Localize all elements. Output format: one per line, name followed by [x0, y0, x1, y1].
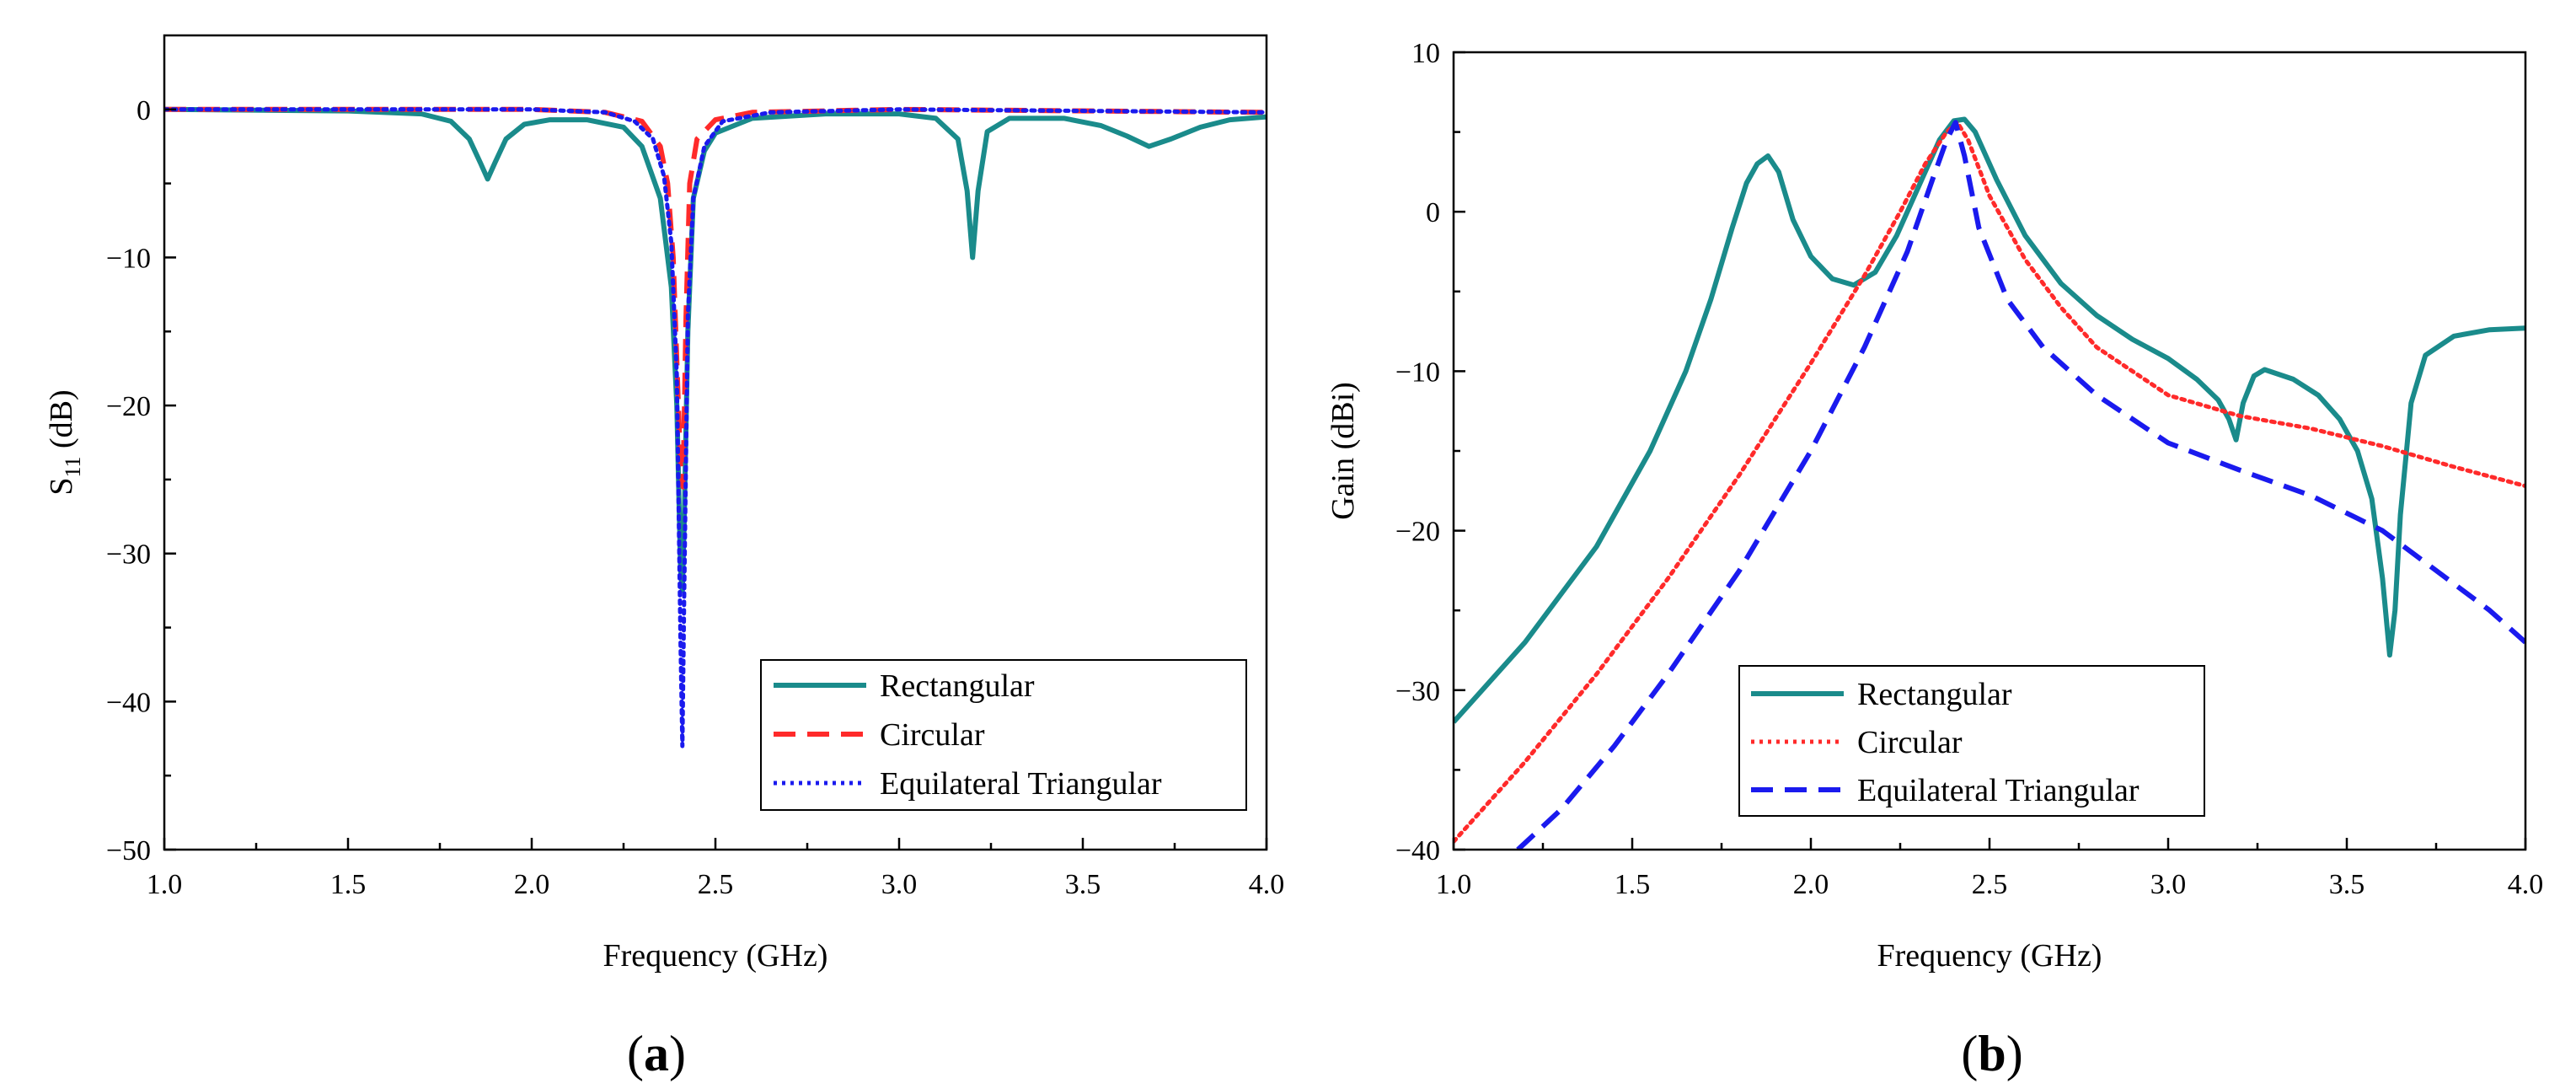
- chart-b-x-tick-label: 3.5: [2329, 869, 2365, 900]
- chart-b: 1.0 1.5 2.0 2.5 3.0 3.5 4.0 10 0 −10 −20 −30 −40 Fre…: [1325, 38, 2543, 1081]
- chart-a-panel-label-letter: a: [644, 1026, 669, 1081]
- chart-b-ticks: [1452, 51, 2527, 851]
- chart-b-legend: Rectangular Circular Equilateral Triangu…: [1738, 665, 2205, 817]
- chart-b-series-rectangular: [1454, 116, 2525, 724]
- chart-b-panel-label: (b): [1961, 1026, 2022, 1081]
- chart-a-panel-label-close: ): [669, 1026, 686, 1081]
- chart-a-x-tick-label: 2.5: [698, 869, 734, 900]
- chart-a-legend: Rectangular Circular Equilateral Triangu…: [760, 659, 1247, 811]
- chart-b-tick-labels: 1.0 1.5 2.0 2.5 3.0 3.5 4.0 10 0 −10 −20 −30 −40: [1395, 38, 2543, 900]
- chart-a-series-layer: [164, 106, 1267, 748]
- chart-a-ylabel: S11 (dB): [44, 389, 85, 495]
- chart-b-y-tick-label: −10: [1395, 357, 1440, 388]
- chart-a-x-tick-label: 3.5: [1065, 869, 1101, 900]
- chart-a-y-tick-label: −50: [106, 835, 151, 866]
- chart-a-ylabel-unit: (dB): [44, 389, 79, 456]
- chart-a-y-tick-label: −20: [106, 391, 151, 422]
- chart-b-legend-box: [1738, 665, 2205, 817]
- chart-b-panel-label-letter: b: [1978, 1026, 2006, 1081]
- chart-a-series-rectangular: [164, 106, 1267, 593]
- chart-a-panel-label: (a): [627, 1026, 686, 1081]
- chart-a-legend-label-rectangular: Rectangular: [880, 668, 1035, 704]
- chart-b-x-tick-label: 1.0: [1436, 869, 1472, 900]
- chart-b-x-tick-label: 1.5: [1615, 869, 1651, 900]
- chart-b-series-equilateral-triangular: [1516, 120, 2525, 850]
- chart-b-xlabel: Frequency (GHz): [1877, 938, 2102, 974]
- chart-b-panel-label-open: (: [1961, 1026, 1978, 1081]
- chart-b-y-tick-label: 10: [1411, 38, 1440, 69]
- chart-b-series-circular: [1454, 120, 2525, 844]
- chart-b-x-tick-label: 3.0: [2150, 869, 2187, 900]
- chart-a-y-tick-label: −10: [106, 243, 151, 274]
- chart-b-series-layer: [1454, 116, 2525, 850]
- chart-b-y-tick-label: −40: [1395, 835, 1440, 866]
- chart-b-x-tick-label: 4.0: [2508, 869, 2544, 900]
- chart-a-y-tick-label: 0: [137, 95, 151, 126]
- chart-a-ylabel-sub: 11: [61, 456, 85, 477]
- chart-a-tick-labels: 1.0 1.5 2.0 2.5 3.0 3.5 4.0 0 −10 −20 −30 −40 −50: [106, 95, 1284, 900]
- chart-a-ylabel-main: S: [44, 478, 79, 496]
- chart-b-y-tick-label: −30: [1395, 676, 1440, 707]
- chart-a-legend-label-triangular: Equilateral Triangular: [880, 766, 1162, 802]
- chart-a-x-tick-label: 3.0: [881, 869, 918, 900]
- chart-b-panel-label-close: ): [2006, 1026, 2023, 1081]
- chart-a-ticks: [163, 108, 1268, 851]
- chart-a-legend-label-circular: Circular: [880, 717, 985, 753]
- chart-a-series-circular: [164, 106, 1267, 490]
- chart-a-x-tick-label: 4.0: [1249, 869, 1285, 900]
- chart-a-panel-label-open: (: [627, 1026, 644, 1081]
- chart-b-ylabel: Gain (dBi): [1325, 382, 1361, 520]
- chart-b-legend-label-circular: Circular: [1857, 725, 1963, 760]
- chart-a: 1.0 1.5 2.0 2.5 3.0 3.5 4.0 0 −10 −20 −30 −40 −50 Fr…: [44, 34, 1284, 1081]
- chart-a-x-tick-label: 2.0: [514, 869, 550, 900]
- chart-a-xlabel: Frequency (GHz): [603, 938, 828, 974]
- chart-b-legend-label-rectangular: Rectangular: [1857, 677, 2012, 712]
- chart-a-y-tick-label: −30: [106, 539, 151, 571]
- chart-b-legend-label-triangular: Equilateral Triangular: [1857, 773, 2140, 808]
- chart-b-x-tick-label: 2.5: [1972, 869, 2008, 900]
- chart-a-y-tick-label: −40: [106, 687, 151, 718]
- chart-a-series-equilateral-triangular: [164, 107, 1267, 748]
- chart-a-x-tick-label: 1.0: [147, 869, 183, 900]
- chart-b-x-tick-label: 2.0: [1793, 869, 1829, 900]
- chart-b-y-tick-label: −20: [1395, 517, 1440, 548]
- chart-b-y-tick-label: 0: [1426, 197, 1440, 228]
- chart-a-x-tick-label: 1.5: [330, 869, 367, 900]
